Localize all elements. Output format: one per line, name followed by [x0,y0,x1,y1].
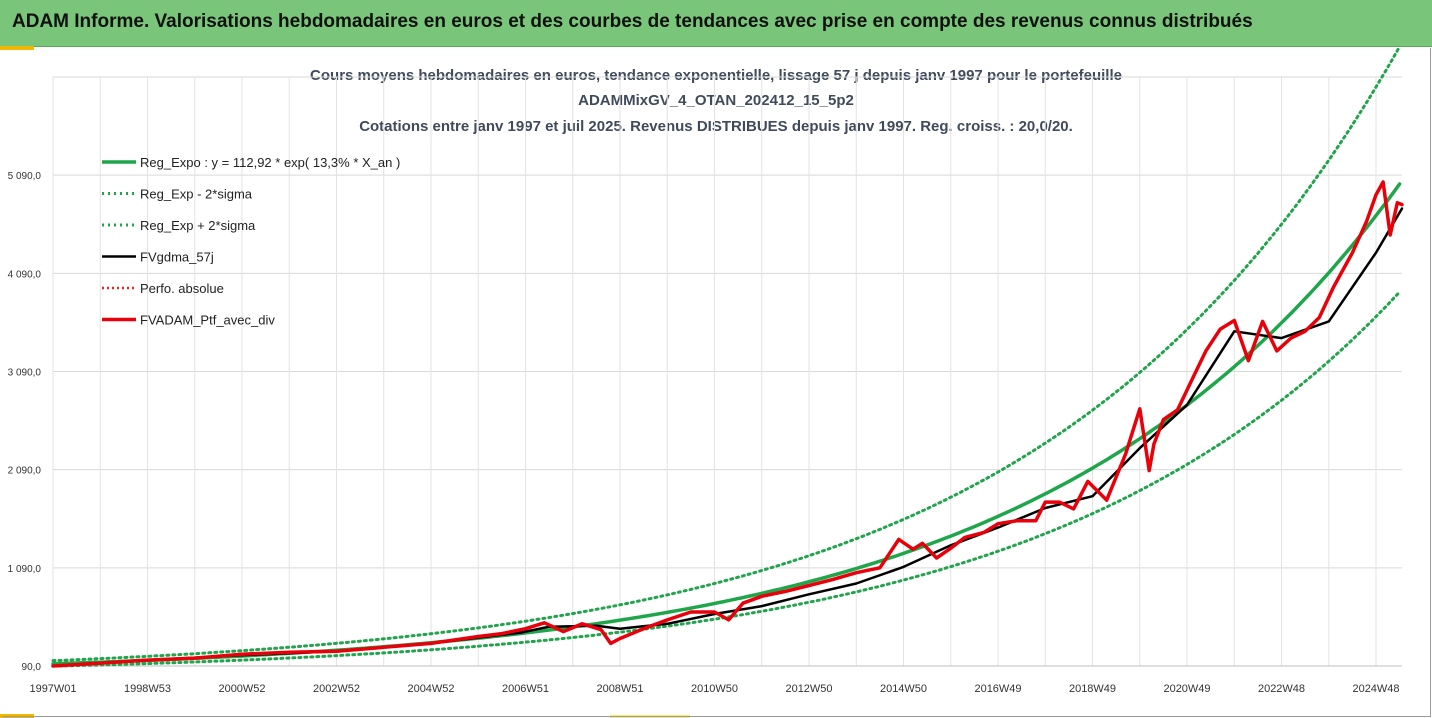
x-tick-label: 2000W52 [218,683,265,695]
y-tick-label: 1 090,0 [8,564,42,575]
x-tick-label: 2016W49 [974,683,1021,695]
series-line-smooth [51,207,1404,668]
report-title: ADAM Informe. Valorisations hebdomadaire… [12,11,1253,32]
x-axis-tick-labels: 1997W01 1998W53 2000W52 2002W52 2004W52 2006W… [29,683,1399,695]
x-tick-label: 2006W51 [502,683,549,695]
legend-label: Reg_Exp - 2*sigma [140,187,253,202]
legend-label: Reg_Exp + 2*sigma [140,218,256,233]
x-tick-label: 2012W50 [785,683,832,695]
x-tick-label: 2002W52 [313,683,360,695]
x-tick-label: 2018W49 [1069,683,1116,695]
series-line-lower [51,290,1402,668]
series-line-perf [51,180,1404,668]
x-tick-label: 2010W50 [691,683,738,695]
x-tick-label: 2022W48 [1258,683,1305,695]
x-tick-label: 1998W53 [124,683,171,695]
legend-label: FVgdma_57j [140,250,214,265]
x-tick-label: 2014W50 [880,683,927,695]
accent-bar-top [0,46,34,50]
chart-frame [2,48,1431,717]
y-tick-label: 90,0 [22,662,42,673]
x-tick-label: 2008W51 [596,683,643,695]
y-tick-label: 4 090,0 [8,269,42,280]
series-line-trend [51,182,1402,666]
x-tick-label: 2004W52 [407,683,454,695]
legend-label: FVADAM_Ptf_avec_div [140,313,275,328]
y-tick-label: 2 090,0 [8,466,42,477]
chart-title-line-3: Cotations entre janv 1997 et juil 2025. … [359,118,1073,135]
y-tick-label: 5 090,0 [8,171,42,182]
y-tick-label: 3 090,0 [8,368,42,379]
grid-lines [52,76,1402,667]
series-line-ptf [51,180,1404,668]
legend-label: Perfo. absolue [140,281,224,296]
series-line-upper [51,45,1402,663]
legend: Reg_Expo : y = 112,92 * exp( 13,3% * X_a… [102,155,400,328]
header-banner: ADAM Informe. Valorisations hebdomadaire… [0,0,1432,47]
x-tick-label: 1997W01 [29,683,76,695]
chart-title-line-1: Cours moyens hebdomadaires en euros, ten… [310,67,1122,84]
x-tick-label: 2020W49 [1163,683,1210,695]
x-tick-label: 2024W48 [1352,683,1399,695]
chart-title-line-2: ADAMMixGV_4_OTAN_202412_15_5p2 [578,92,854,109]
legend-label: Reg_Expo : y = 112,92 * exp( 13,3% * X_a… [140,155,400,170]
series-lines [51,45,1404,668]
y-axis-tick-labels: 90,0 1 090,0 2 090,0 3 090,0 4 090,0 5 090,0 [8,171,42,673]
